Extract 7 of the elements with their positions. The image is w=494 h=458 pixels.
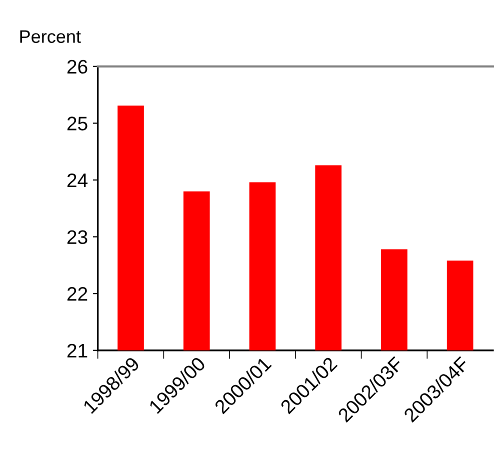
y-tick-label: 25 bbox=[67, 116, 88, 130]
y-tick-label: 23 bbox=[67, 230, 88, 244]
y-tick-label: 22 bbox=[67, 287, 88, 301]
y-tick-label: 26 bbox=[67, 60, 88, 74]
y-tick-label: 24 bbox=[67, 173, 88, 188]
y-axis-title: Percent bbox=[20, 30, 81, 43]
y-tick-label: 21 bbox=[67, 344, 88, 358]
